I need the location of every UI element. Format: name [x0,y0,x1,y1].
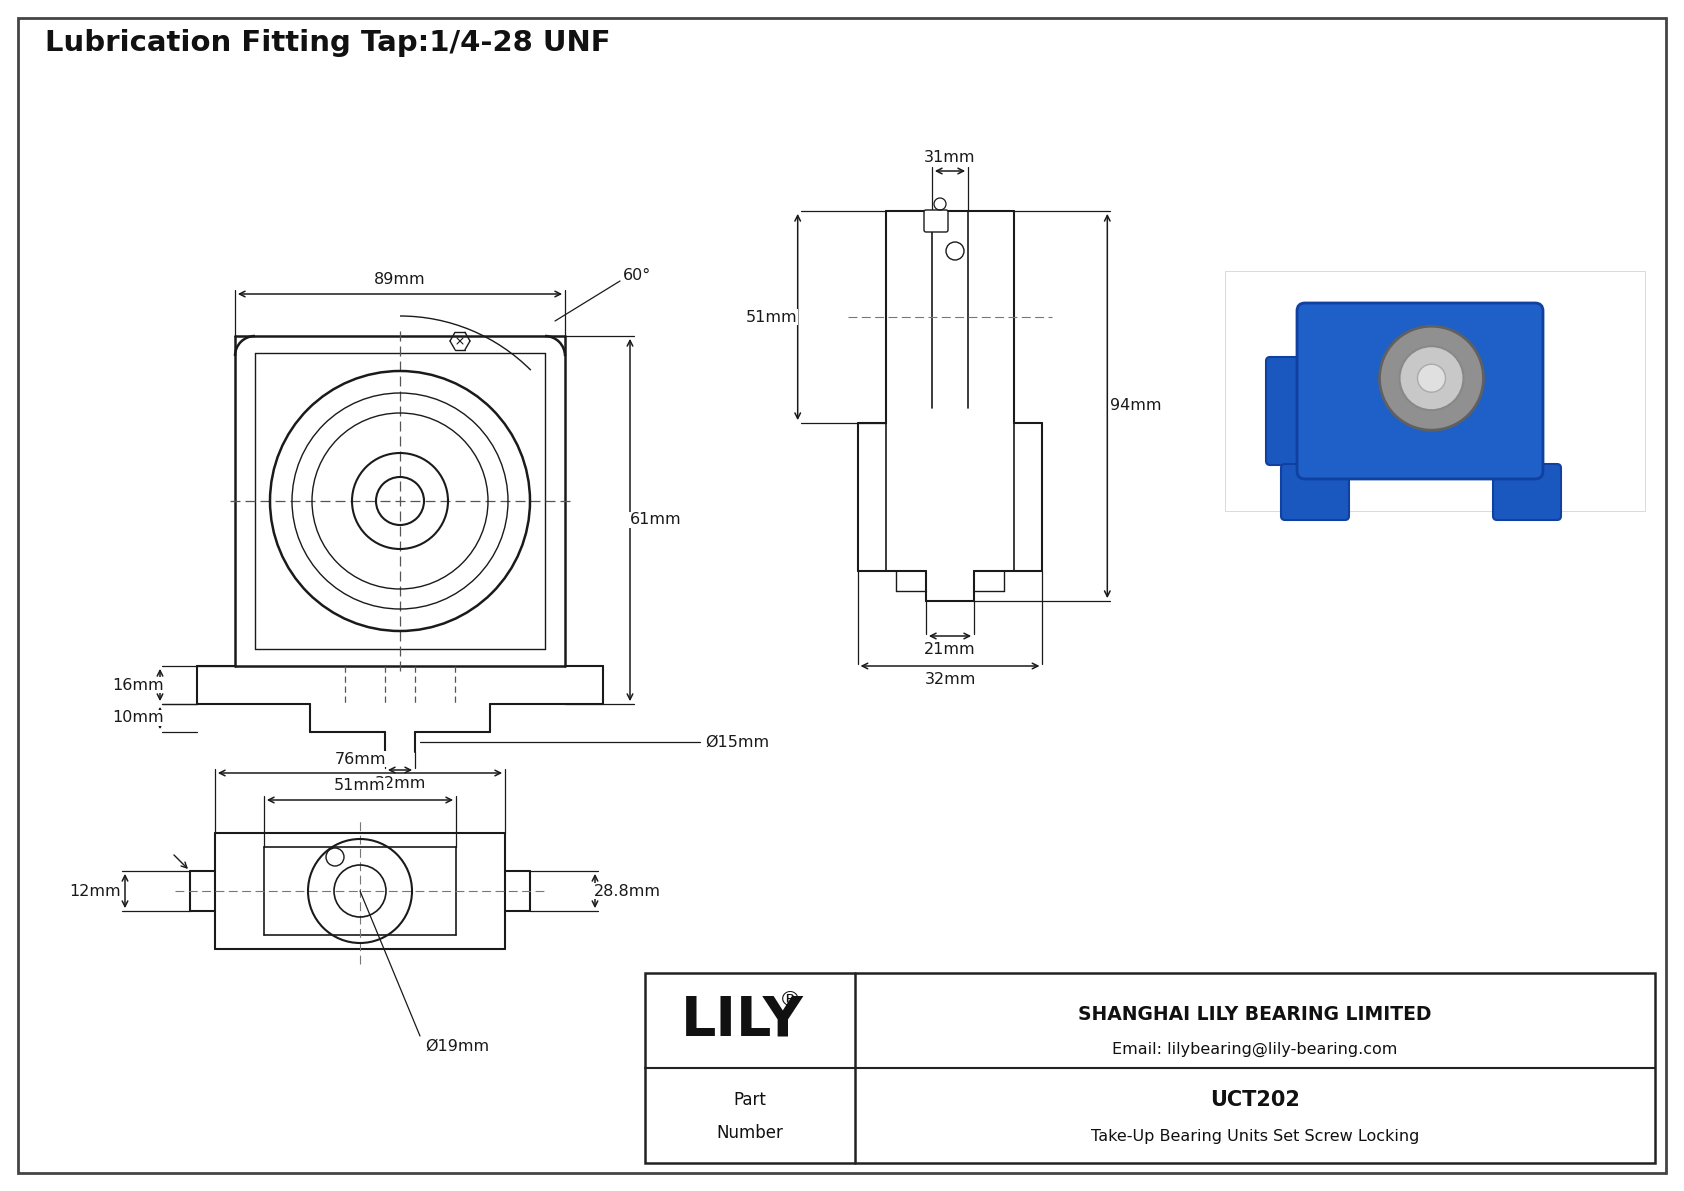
Bar [645,973,1655,1162]
Text: 61mm: 61mm [630,512,682,528]
Text: SHANGHAI LILY BEARING LIMITED: SHANGHAI LILY BEARING LIMITED [1078,1005,1431,1024]
Text: Part: Part [734,1091,766,1109]
Text: LILY: LILY [680,993,803,1048]
Text: 31mm: 31mm [925,150,975,164]
Text: 12mm: 12mm [69,884,121,898]
Text: 10mm: 10mm [113,711,163,725]
Text: Lubrication Fitting Tap:1/4-28 UNF: Lubrication Fitting Tap:1/4-28 UNF [45,29,611,57]
Circle shape [1379,326,1484,430]
Text: 32mm: 32mm [374,777,426,792]
Text: Ø19mm: Ø19mm [424,1039,488,1054]
Text: 60°: 60° [623,268,652,283]
Circle shape [1399,347,1463,410]
FancyBboxPatch shape [1494,464,1561,520]
FancyBboxPatch shape [1282,464,1349,520]
Bar [1224,272,1645,511]
FancyBboxPatch shape [1297,303,1543,479]
Text: 89mm: 89mm [374,273,426,287]
Text: 94mm: 94mm [1110,399,1160,413]
Circle shape [1418,364,1445,392]
Text: ®: ® [778,991,802,1010]
FancyBboxPatch shape [1266,357,1312,464]
FancyBboxPatch shape [925,210,948,232]
Text: UCT202: UCT202 [1211,1090,1300,1110]
Text: Take-Up Bearing Units Set Screw Locking: Take-Up Bearing Units Set Screw Locking [1091,1129,1420,1143]
Text: 28.8mm: 28.8mm [593,884,660,898]
Text: 51mm: 51mm [746,310,798,324]
Text: Ø15mm: Ø15mm [706,735,770,749]
Text: Number: Number [717,1123,783,1142]
Text: 76mm: 76mm [333,752,386,767]
Text: 16mm: 16mm [113,678,163,692]
Text: 51mm: 51mm [333,779,386,793]
Text: 21mm: 21mm [925,642,975,657]
Text: 32mm: 32mm [925,673,975,687]
Text: Email: lilybearing@lily-bearing.com: Email: lilybearing@lily-bearing.com [1113,1041,1398,1056]
